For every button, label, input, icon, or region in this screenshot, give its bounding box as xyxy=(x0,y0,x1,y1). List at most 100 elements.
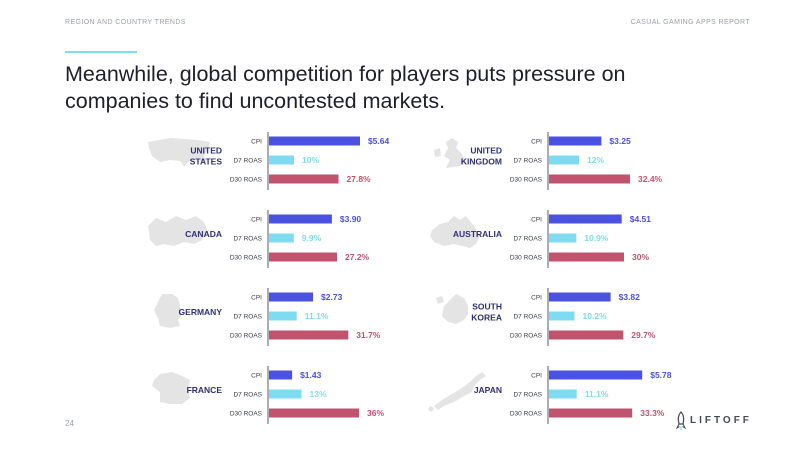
rocket-icon xyxy=(676,411,686,430)
united-states-label: UNITED xyxy=(190,146,222,156)
canada-value-label: 27.2% xyxy=(345,252,370,262)
section-title: REGION AND COUNTRY TRENDS xyxy=(65,19,186,26)
germany-category-label: D7 ROAS xyxy=(233,314,262,321)
canada-value-label: 9.9% xyxy=(302,233,322,243)
canada-category-label: D30 ROAS xyxy=(230,255,263,262)
canada-bar-cpi xyxy=(269,214,332,224)
germany-label: GERMANY xyxy=(179,307,223,317)
united-states-map xyxy=(148,138,210,166)
united-kingdom-category-label: D30 ROAS xyxy=(510,177,543,184)
japan-bar-d30-roas xyxy=(549,408,633,418)
united-states-bar-d30-roas xyxy=(269,174,339,184)
germany-bar-cpi xyxy=(269,292,313,302)
canada-label: CANADA xyxy=(185,229,222,239)
south-korea-value-label: 29.7% xyxy=(631,330,656,340)
france-bar-cpi xyxy=(269,370,293,380)
united-states-category-label: D7 ROAS xyxy=(233,158,262,165)
report-title: CASUAL GAMING APPS REPORT xyxy=(630,19,750,26)
france-map xyxy=(152,372,190,404)
australia-bar-d7-roas xyxy=(549,233,577,243)
united-kingdom-category-label: CPI xyxy=(531,139,542,146)
australia-bar-cpi xyxy=(549,214,622,224)
canada-value-label: $3.90 xyxy=(340,214,362,224)
japan-bar-cpi xyxy=(549,370,643,380)
canada-category-label: CPI xyxy=(251,217,262,224)
germany-value-label: $2.73 xyxy=(321,292,343,302)
united-states-value-label: 27.8% xyxy=(347,174,372,184)
france-bar-d30-roas xyxy=(269,408,359,418)
south-korea-value-label: $3.82 xyxy=(619,292,641,302)
germany-bar-d30-roas xyxy=(269,330,349,340)
united-kingdom-map xyxy=(434,138,466,168)
japan-map xyxy=(428,372,486,412)
united-states-category-label: D30 ROAS xyxy=(230,177,263,184)
united-states-value-label: $5.64 xyxy=(368,136,390,146)
france-value-label: 36% xyxy=(367,408,384,418)
australia-value-label: $4.51 xyxy=(630,214,652,224)
united-kingdom-bar-d7-roas xyxy=(549,155,579,165)
united-kingdom-label: UNITED xyxy=(470,146,502,156)
australia-category-label: CPI xyxy=(531,217,542,224)
united-kingdom-bar-d30-roas xyxy=(549,174,630,184)
canada-bar-d7-roas xyxy=(269,233,294,243)
france-value-label: 13% xyxy=(310,389,327,399)
south-korea-label: SOUTH xyxy=(472,302,502,312)
germany-category-label: D30 ROAS xyxy=(230,333,263,340)
germany-bar-d7-roas xyxy=(269,311,297,321)
japan-value-label: $5.78 xyxy=(650,370,672,380)
united-states-bar-d7-roas xyxy=(269,155,294,165)
south-korea-bar-d7-roas xyxy=(549,311,575,321)
liftoff-logo: LIFTOFF xyxy=(676,410,756,434)
south-korea-map xyxy=(436,294,468,324)
france-label: FRANCE xyxy=(187,385,223,395)
france-category-label: CPI xyxy=(251,373,262,380)
logo-text: LIFTOFF xyxy=(690,415,752,426)
united-states-value-label: 10% xyxy=(302,155,319,165)
south-korea-bar-cpi xyxy=(549,292,611,302)
germany-value-label: 11.1% xyxy=(305,311,329,321)
japan-value-label: 11.1% xyxy=(585,389,609,399)
australia-category-label: D7 ROAS xyxy=(513,236,542,243)
france-category-label: D7 ROAS xyxy=(233,392,262,399)
japan-label: JAPAN xyxy=(474,385,502,395)
australia-map xyxy=(430,216,480,248)
germany-value-label: 31.7% xyxy=(356,330,381,340)
united-kingdom-value-label: 32.4% xyxy=(638,174,663,184)
canada-category-label: D7 ROAS xyxy=(233,236,262,243)
united-states-category-label: CPI xyxy=(251,139,262,146)
page-headline: Meanwhile, global competition for player… xyxy=(65,62,626,113)
australia-bar-d30-roas xyxy=(549,252,624,262)
united-kingdom-value-label: 12% xyxy=(587,155,604,165)
australia-value-label: 30% xyxy=(632,252,649,262)
japan-category-label: CPI xyxy=(531,373,542,380)
japan-category-label: D30 ROAS xyxy=(510,411,543,418)
japan-bar-d7-roas xyxy=(549,389,577,399)
canada-bar-d30-roas xyxy=(269,252,337,262)
united-states-label: STATES xyxy=(190,157,223,167)
united-kingdom-category-label: D7 ROAS xyxy=(513,158,542,165)
australia-label: AUSTRALIA xyxy=(453,229,502,239)
south-korea-category-label: CPI xyxy=(531,295,542,302)
south-korea-value-label: 10.2% xyxy=(583,311,608,321)
japan-category-label: D7 ROAS xyxy=(513,392,542,399)
accent-line xyxy=(65,51,137,53)
page-number: 24 xyxy=(65,419,74,428)
germany-category-label: CPI xyxy=(251,295,262,302)
france-value-label: $1.43 xyxy=(300,370,322,380)
canada-map xyxy=(148,216,208,246)
united-kingdom-bar-cpi xyxy=(549,136,602,146)
germany-map xyxy=(154,294,182,328)
south-korea-bar-d30-roas xyxy=(549,330,624,340)
south-korea-category-label: D7 ROAS xyxy=(513,314,542,321)
australia-category-label: D30 ROAS xyxy=(510,255,543,262)
united-kingdom-label: KINGDOM xyxy=(461,157,502,167)
france-bar-d7-roas xyxy=(269,389,302,399)
japan-value-label: 33.3% xyxy=(640,408,665,418)
united-kingdom-value-label: $3.25 xyxy=(609,136,631,146)
australia-value-label: 10.9% xyxy=(584,233,609,243)
france-category-label: D30 ROAS xyxy=(230,411,263,418)
south-korea-category-label: D30 ROAS xyxy=(510,333,543,340)
united-states-bar-cpi xyxy=(269,136,360,146)
south-korea-label: KOREA xyxy=(471,313,502,323)
